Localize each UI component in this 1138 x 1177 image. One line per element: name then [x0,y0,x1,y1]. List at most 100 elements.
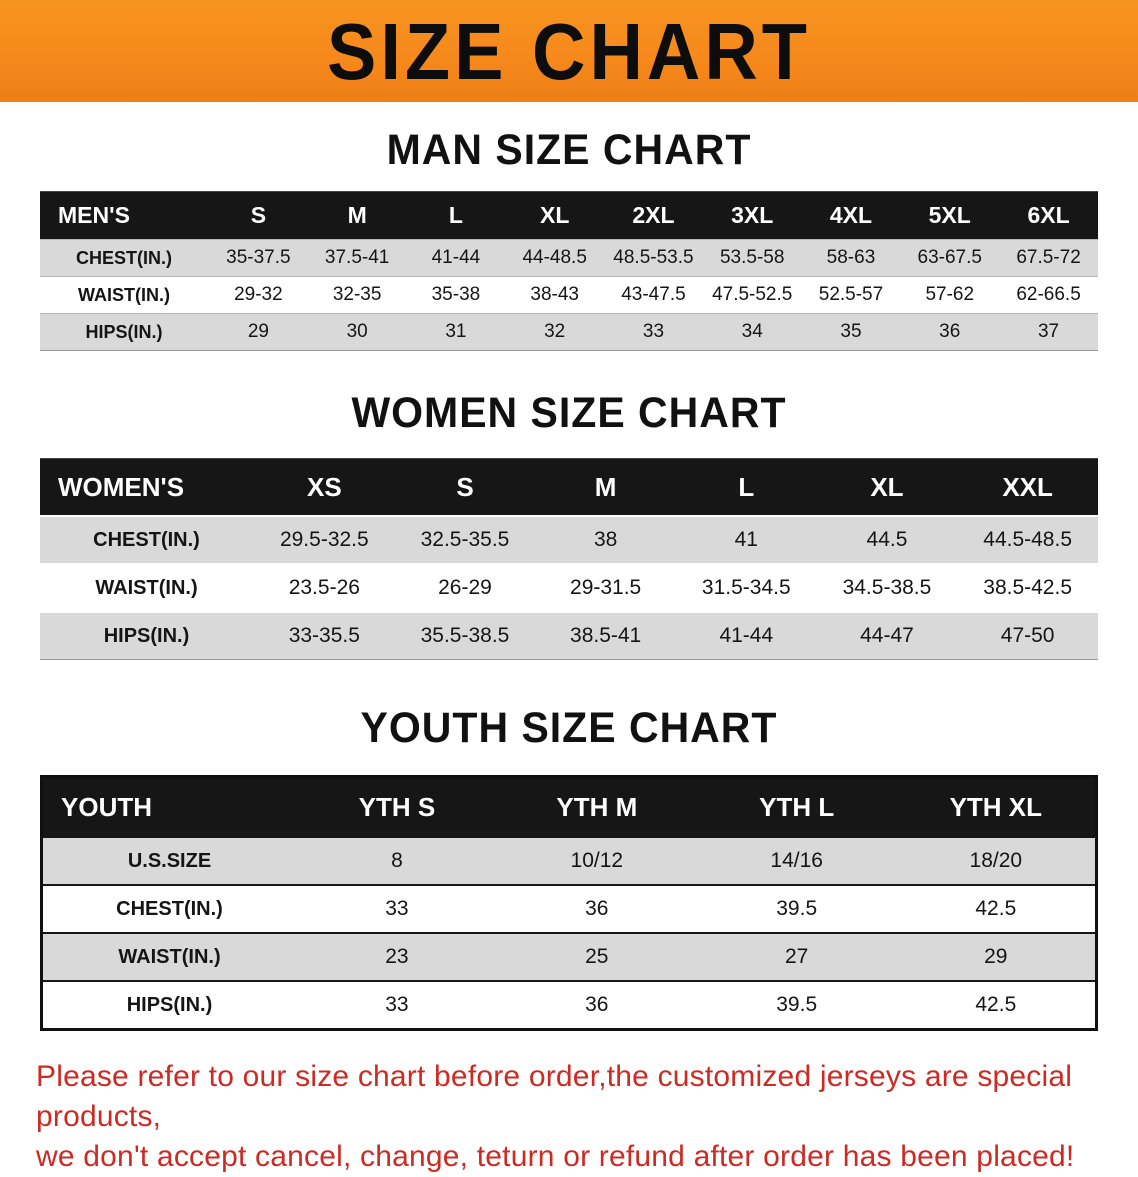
youth-section-heading: YOUTH SIZE CHART [360,703,778,752]
table-row: CHEST(IN.) 35-37.5 37.5-41 41-44 44-48.5 48.5… [40,239,1098,277]
data-cell: 42.5 [896,980,1097,1030]
data-cell: 32.5-35.5 [394,515,536,564]
data-cell: 8 [297,836,497,885]
row-label: CHEST(IN.) [41,884,297,933]
man-size-section: MAN SIZE CHART MEN'S S M L XL 2XL 3XL 4XL 5XL 6XL… [0,102,1138,351]
table-row: U.S.SIZE 8 10/12 14/16 18/20 [41,836,1097,885]
size-column-header: S [209,191,308,240]
data-cell: 38.5-42.5 [957,563,1098,612]
row-label: HIPS(IN.) [41,980,297,1030]
size-column-header: XXL [957,458,1098,516]
data-cell: 37.5-41 [307,239,407,277]
banner-title: SIZE CHART [327,6,811,96]
row-label: WAIST(IN.) [40,276,209,314]
data-cell: 23 [297,932,497,981]
table-row: HIPS(IN.) 33-35.5 35.5-38.5 38.5-41 41-44 44-… [40,611,1098,660]
size-column-header: L [675,458,817,516]
notice-line-2: we don't accept cancel, change, teturn o… [36,1139,1075,1173]
women-size-table: WOMEN'S XS S M L XL XXL CHEST(IN.) 29.5-32.5 32.5… [40,458,1098,660]
data-cell: 29-32 [209,276,308,314]
data-cell: 34.5-38.5 [816,563,958,612]
data-cell: 33 [297,884,497,933]
data-cell: 44-48.5 [505,239,605,277]
data-cell: 29.5-32.5 [254,515,395,564]
data-cell: 36 [496,884,697,933]
table-header-row: MEN'S S M L XL 2XL 3XL 4XL 5XL 6XL [40,191,1098,240]
row-label: CHEST(IN.) [40,239,209,277]
data-cell: 25 [496,932,697,981]
data-cell: 14/16 [696,836,897,885]
man-section-heading: MAN SIZE CHART [386,124,752,174]
data-cell: 27 [696,932,897,981]
data-cell: 41-44 [406,239,506,277]
data-cell: 34 [702,313,802,351]
data-cell: 36 [496,980,697,1030]
table-header-row: WOMEN'S XS S M L XL XXL [40,458,1098,516]
order-policy-notice: Please refer to our size chart before or… [0,1031,1138,1177]
data-cell: 31 [406,313,506,351]
size-column-header: 3XL [702,191,802,240]
data-cell: 42.5 [896,884,1097,933]
size-column-header: YTH L [696,776,897,837]
table-row: CHEST(IN.) 29.5-32.5 32.5-35.5 38 41 44.5 44.5… [40,515,1098,564]
data-cell: 47.5-52.5 [702,276,802,314]
data-cell: 44.5 [816,515,958,564]
size-column-header: 5XL [900,191,1000,240]
notice-line-1: Please refer to our size chart before or… [36,1060,1073,1133]
table-corner-label: WOMEN'S [40,458,254,516]
data-cell: 29 [896,932,1097,981]
table-row: CHEST(IN.) 33 36 39.5 42.5 [41,884,1097,933]
data-cell: 30 [307,313,407,351]
data-cell: 63-67.5 [900,239,1000,277]
women-section-heading: WOMEN SIZE CHART [351,388,787,437]
data-cell: 57-62 [900,276,1000,314]
size-column-header: M [307,191,407,240]
data-cell: 35-37.5 [209,239,308,277]
table-corner-label: YOUTH [41,776,297,837]
data-cell: 53.5-58 [702,239,802,277]
size-column-header: XS [254,458,395,516]
data-cell: 48.5-53.5 [604,239,703,277]
data-cell: 31.5-34.5 [675,563,817,612]
data-cell: 33 [297,980,497,1030]
data-cell: 32-35 [307,276,407,314]
data-cell: 58-63 [801,239,901,277]
man-size-table: MEN'S S M L XL 2XL 3XL 4XL 5XL 6XL CHEST(IN.) 35-37… [40,191,1098,351]
size-column-header: 6XL [999,191,1098,240]
size-column-header: YTH S [297,776,497,837]
youth-size-table: YOUTH YTH S YTH M YTH L YTH XL U.S.SIZE 8 10/12… [40,775,1098,1031]
row-label: WAIST(IN.) [41,932,297,981]
size-column-header: YTH XL [896,776,1097,837]
data-cell: 33-35.5 [254,611,395,660]
row-label: U.S.SIZE [41,836,297,885]
data-cell: 52.5-57 [801,276,901,314]
table-row: WAIST(IN.) 23.5-26 26-29 29-31.5 31.5-34.5 34… [40,563,1098,612]
data-cell: 26-29 [394,563,536,612]
data-cell: 62-66.5 [999,276,1098,314]
data-cell: 36 [900,313,1000,351]
size-column-header: M [535,458,676,516]
data-cell: 41 [675,515,817,564]
row-label: HIPS(IN.) [40,611,254,660]
youth-size-section: YOUTH SIZE CHART YOUTH YTH S YTH M YTH L YTH… [0,660,1138,1031]
data-cell: 39.5 [696,980,897,1030]
size-column-header: XL [816,458,958,516]
table-header-row: YOUTH YTH S YTH M YTH L YTH XL [41,776,1097,837]
size-column-header: L [406,191,506,240]
data-cell: 67.5-72 [999,239,1098,277]
data-cell: 10/12 [496,836,697,885]
size-column-header: S [394,458,536,516]
data-cell: 38 [535,515,676,564]
size-column-header: XL [505,191,605,240]
women-size-section: WOMEN SIZE CHART WOMEN'S XS S M L XL XXL CHEST(… [0,351,1138,660]
size-column-header: 2XL [604,191,703,240]
data-cell: 41-44 [675,611,817,660]
data-cell: 29 [209,313,308,351]
size-chart-banner: SIZE CHART [0,0,1138,102]
data-cell: 35-38 [406,276,506,314]
data-cell: 33 [604,313,703,351]
table-corner-label: MEN'S [40,191,209,240]
data-cell: 29-31.5 [535,563,676,612]
table-row: HIPS(IN.) 33 36 39.5 42.5 [41,980,1097,1030]
size-column-header: YTH M [496,776,697,837]
